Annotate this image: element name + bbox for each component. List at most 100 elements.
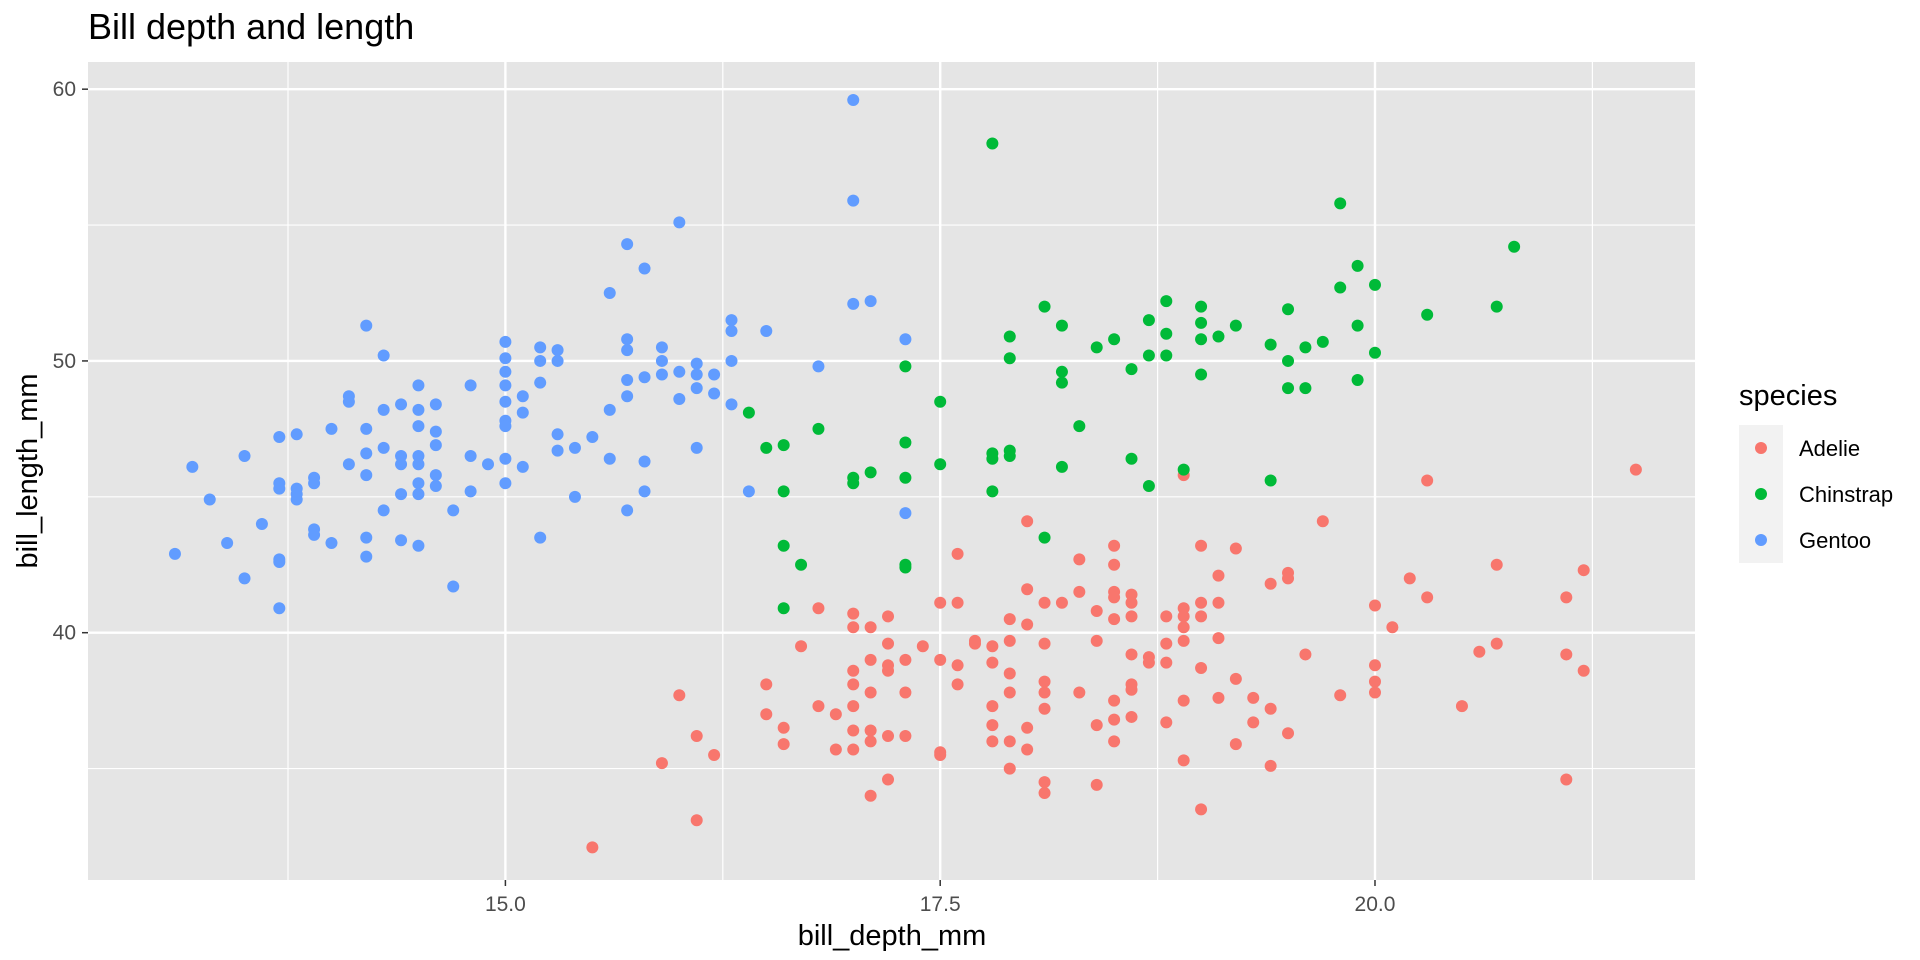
- data-point: [1351, 373, 1364, 386]
- data-point: [482, 458, 495, 471]
- data-point: [1368, 346, 1381, 359]
- legend-swatch: [1755, 534, 1767, 546]
- data-point: [864, 735, 877, 748]
- data-point: [395, 458, 408, 471]
- y-axis-title: bill_length_mm: [12, 373, 44, 568]
- data-point: [1090, 634, 1103, 647]
- data-point: [1160, 610, 1173, 623]
- data-point: [1195, 662, 1208, 675]
- data-point: [638, 371, 651, 384]
- data-point: [429, 425, 442, 438]
- data-point: [1282, 727, 1295, 740]
- data-point: [1177, 610, 1190, 623]
- data-point: [290, 428, 303, 441]
- data-point: [760, 325, 773, 338]
- data-point: [1108, 613, 1121, 626]
- data-point: [412, 458, 425, 471]
- data-point: [1282, 354, 1295, 367]
- data-point: [864, 295, 877, 308]
- data-point: [377, 403, 390, 416]
- data-point: [934, 458, 947, 471]
- data-point: [864, 466, 877, 479]
- data-point: [273, 482, 286, 495]
- data-point: [1160, 716, 1173, 729]
- data-point: [551, 354, 564, 367]
- data-point: [1334, 197, 1347, 210]
- data-point: [1055, 596, 1068, 609]
- data-point: [412, 477, 425, 490]
- data-point: [725, 354, 738, 367]
- y-tick-label: 60: [53, 78, 76, 101]
- data-point: [934, 596, 947, 609]
- data-point: [1021, 743, 1034, 756]
- legend-label: Chinstrap: [1799, 482, 1893, 507]
- data-point: [499, 420, 512, 433]
- data-point: [899, 333, 912, 346]
- data-point: [429, 398, 442, 411]
- data-point: [1073, 553, 1086, 566]
- data-point: [360, 422, 373, 435]
- data-point: [203, 493, 216, 506]
- data-point: [760, 708, 773, 721]
- data-point: [621, 504, 634, 517]
- data-point: [882, 610, 895, 623]
- data-point: [829, 743, 842, 756]
- data-point: [1229, 319, 1242, 332]
- data-point: [673, 216, 686, 229]
- data-point: [603, 452, 616, 465]
- data-point: [1142, 656, 1155, 669]
- data-point: [1368, 686, 1381, 699]
- data-point: [725, 314, 738, 327]
- data-point: [673, 392, 686, 405]
- data-point: [534, 531, 547, 544]
- data-point: [568, 490, 581, 503]
- data-point: [1490, 300, 1503, 313]
- data-point: [429, 469, 442, 482]
- data-point: [360, 531, 373, 544]
- data-point: [986, 735, 999, 748]
- data-point: [1055, 319, 1068, 332]
- data-point: [760, 678, 773, 691]
- data-point: [777, 738, 790, 751]
- data-point: [847, 477, 860, 490]
- data-point: [655, 354, 668, 367]
- data-point: [899, 436, 912, 449]
- data-point: [1038, 300, 1051, 313]
- data-point: [899, 561, 912, 574]
- data-point: [708, 368, 721, 381]
- data-point: [499, 365, 512, 378]
- legend-label: Gentoo: [1799, 528, 1871, 553]
- data-point: [986, 485, 999, 498]
- data-point: [1229, 542, 1242, 555]
- data-point: [1299, 648, 1312, 661]
- data-point: [1003, 686, 1016, 699]
- data-point: [429, 479, 442, 492]
- data-point: [621, 390, 634, 403]
- data-point: [1316, 335, 1329, 348]
- data-point: [1125, 610, 1138, 623]
- data-point: [638, 262, 651, 275]
- data-point: [499, 335, 512, 348]
- data-point: [1334, 689, 1347, 702]
- data-point: [1038, 787, 1051, 800]
- data-point: [934, 653, 947, 666]
- data-point: [377, 441, 390, 454]
- data-point: [1421, 591, 1434, 604]
- data-point: [499, 477, 512, 490]
- data-point: [447, 504, 460, 517]
- data-point: [1299, 382, 1312, 395]
- data-point: [655, 341, 668, 354]
- data-point: [1108, 558, 1121, 571]
- data-point: [1490, 558, 1503, 571]
- data-point: [986, 137, 999, 150]
- data-point: [1177, 634, 1190, 647]
- data-point: [1055, 460, 1068, 473]
- data-point: [360, 319, 373, 332]
- data-point: [1212, 569, 1225, 582]
- data-point: [1108, 591, 1121, 604]
- data-point: [1108, 713, 1121, 726]
- series-chinstrap: [742, 137, 1521, 615]
- data-point: [1108, 333, 1121, 346]
- data-point: [760, 441, 773, 454]
